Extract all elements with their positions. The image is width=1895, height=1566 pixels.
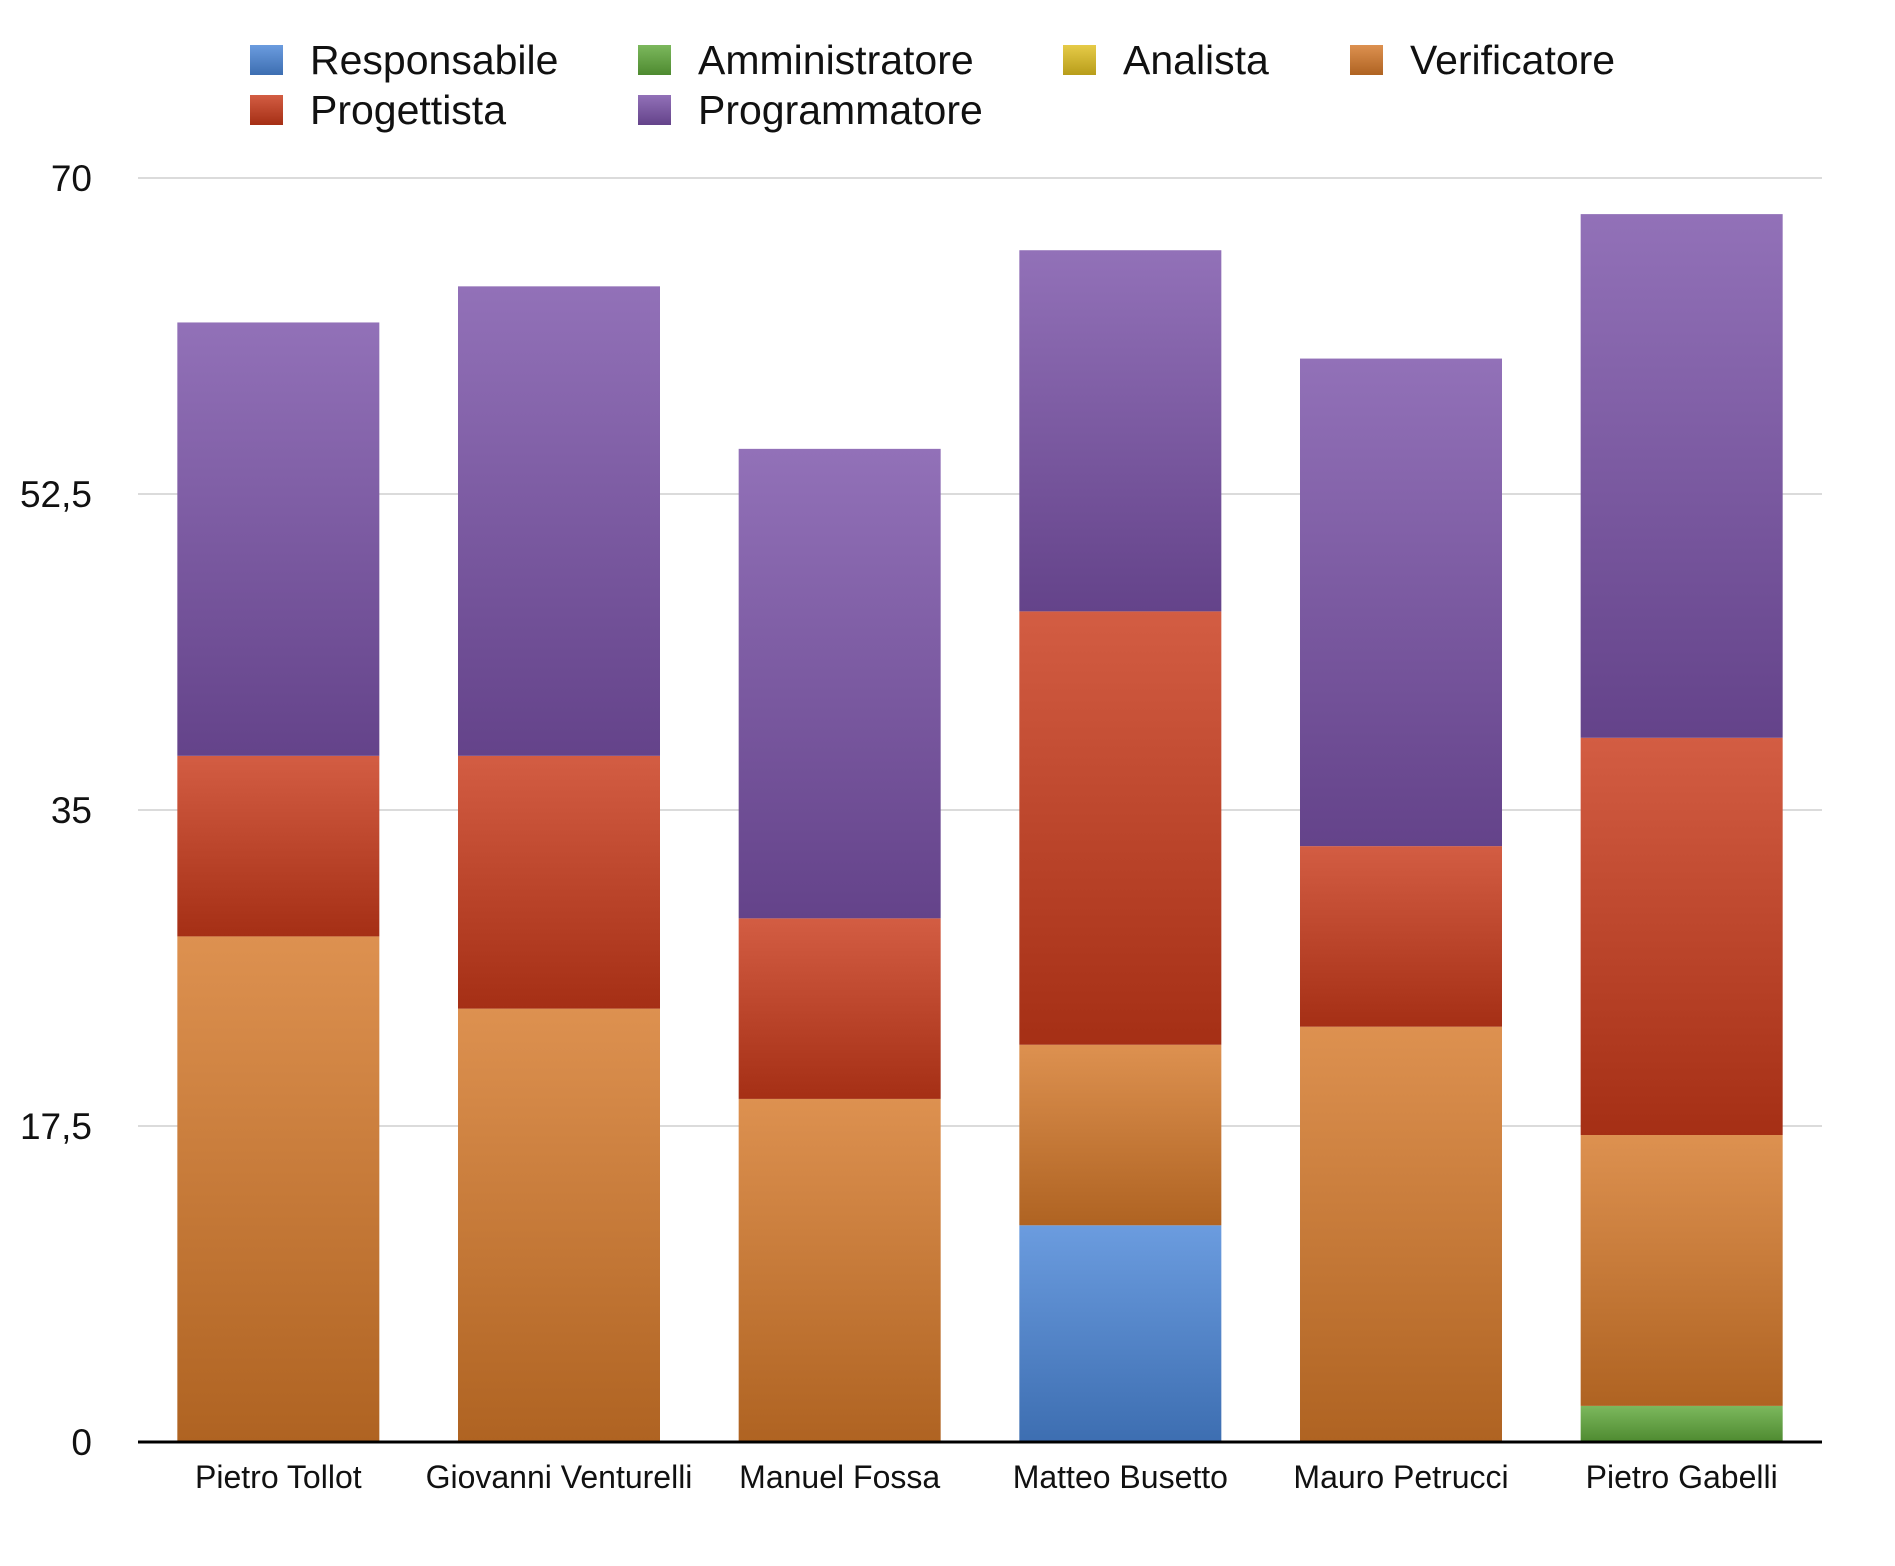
y-axis-ticks: 0 17,5 35 52,5 70 <box>20 158 92 1463</box>
bar-segment-progettista <box>458 755 660 1009</box>
legend-label-progettista: Progettista <box>310 87 506 133</box>
bar-segment-progettista <box>738 918 941 1099</box>
bar-segment-progettista <box>177 755 380 937</box>
legend-swatch-programmatore <box>638 95 671 125</box>
bar-segment-verificatore <box>458 1008 660 1442</box>
y-tick-label: 35 <box>51 790 92 831</box>
y-tick-label: 70 <box>51 158 92 199</box>
x-tick-label: Mauro Petrucci <box>1293 1459 1508 1495</box>
legend-swatch-verificatore <box>1350 45 1383 75</box>
x-tick-label: Giovanni Venturelli <box>426 1459 693 1495</box>
x-tick-label: Manuel Fossa <box>739 1459 940 1495</box>
bar-segment-responsabile <box>1019 1225 1222 1442</box>
legend-label-verificatore: Verificatore <box>1410 37 1615 83</box>
bar-segment-verificatore <box>177 936 380 1442</box>
bar-segment-amministratore <box>1580 1405 1783 1442</box>
bar-segment-programmatore <box>1580 214 1783 738</box>
bar-segment-verificatore <box>1580 1135 1783 1406</box>
bar-segment-verificatore <box>1300 1026 1502 1442</box>
bars <box>177 214 1783 1442</box>
x-axis-labels: Pietro Tollot Giovanni Venturelli Manuel F… <box>195 1459 1778 1495</box>
bar-segment-programmatore <box>738 448 941 919</box>
bar-segment-verificatore <box>1019 1044 1222 1226</box>
legend-label-amministratore: Amministratore <box>698 37 974 83</box>
bar-segment-verificatore <box>738 1098 941 1442</box>
legend-swatch-amministratore <box>638 45 671 75</box>
bar-segment-progettista <box>1580 737 1783 1136</box>
bar-segment-programmatore <box>1300 358 1502 847</box>
gridlines <box>138 177 1822 1127</box>
y-tick-label: 17,5 <box>20 1106 92 1147</box>
legend-swatch-analista <box>1063 45 1096 75</box>
y-tick-label: 0 <box>71 1422 92 1463</box>
x-tick-label: Pietro Gabelli <box>1586 1459 1778 1495</box>
legend-label-responsabile: Responsabile <box>310 37 558 83</box>
legend-label-analista: Analista <box>1123 37 1269 83</box>
legend-label-programmatore: Programmatore <box>698 87 983 133</box>
x-tick-label: Pietro Tollot <box>195 1459 362 1495</box>
x-tick-label: Matteo Busetto <box>1013 1459 1228 1495</box>
legend: Responsabile Amministratore Analista Verifi… <box>250 37 1615 133</box>
bar-segment-programmatore <box>1019 250 1222 612</box>
bar-segment-progettista <box>1019 611 1222 1045</box>
legend-swatch-progettista <box>250 95 283 125</box>
bar-segment-progettista <box>1300 846 1502 1027</box>
y-tick-label: 52,5 <box>20 474 92 515</box>
bar-segment-programmatore <box>177 322 380 756</box>
bar-segment-programmatore <box>458 286 660 756</box>
legend-swatch-responsabile <box>250 45 283 75</box>
